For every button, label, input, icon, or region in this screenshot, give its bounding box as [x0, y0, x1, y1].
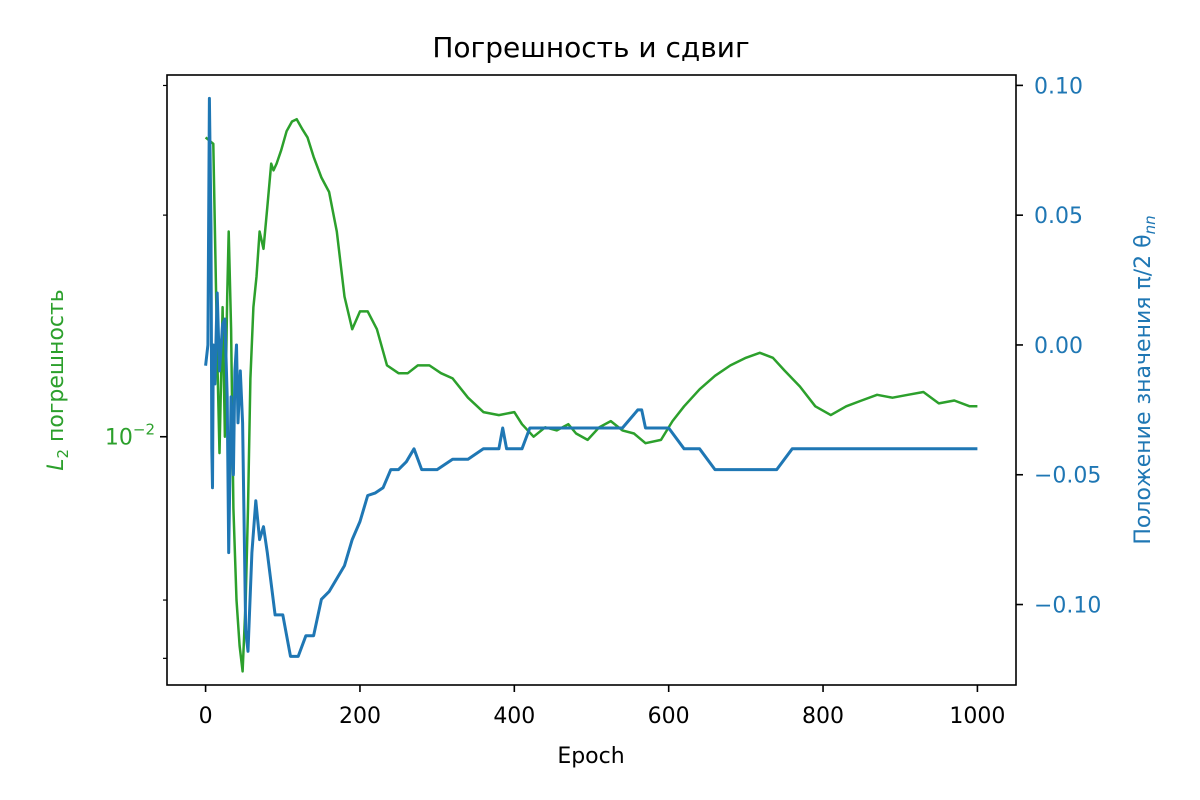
- right-axis-label-sub: nn: [1141, 215, 1159, 234]
- x-tick-label: 0: [199, 704, 213, 729]
- left-tick-base: 10: [105, 426, 133, 451]
- left-tick-exponent: −2: [133, 421, 155, 439]
- x-tick-label: 200: [339, 704, 381, 729]
- theta-position-series-line: [204, 96, 978, 658]
- x-tick-label: 400: [493, 704, 535, 729]
- left-major-tick-label: 10−2: [105, 421, 155, 451]
- x-axis-label: Epoch: [557, 744, 624, 769]
- right-axis-label-main: Положение значения π/2 θ: [1131, 234, 1156, 544]
- x-tick-label: 600: [648, 704, 690, 729]
- series-layer: [204, 96, 978, 673]
- left-axis-label-sub: 2: [54, 449, 72, 459]
- right-axis-ticks: 0.10 0.05 0.00 −0.05 −0.10: [1016, 74, 1101, 619]
- right-axis-label: Положение значения π/2 θnn: [1131, 215, 1159, 544]
- left-axis-label: L2 погрешность: [44, 289, 72, 471]
- right-tick-label: 0.10: [1034, 74, 1083, 99]
- right-tick-label: −0.10: [1034, 594, 1101, 619]
- left-axis-label-rest: погрешность: [44, 289, 69, 449]
- right-tick-label: 0.00: [1034, 334, 1083, 359]
- left-axis-ticks: 10−2: [105, 84, 167, 659]
- plot-frame: [166, 74, 1017, 686]
- right-tick-label: 0.05: [1034, 204, 1083, 229]
- x-tick-label: 1000: [949, 704, 1005, 729]
- x-tick-label: 800: [802, 704, 844, 729]
- l2-error-series-line: [204, 117, 978, 673]
- x-axis-ticks: 0 200 400 600 800 1000: [199, 685, 1005, 729]
- right-tick-label: −0.05: [1034, 464, 1101, 489]
- chart-title: Погрешность и сдвиг: [432, 31, 749, 64]
- left-axis-label-main: L: [44, 459, 69, 471]
